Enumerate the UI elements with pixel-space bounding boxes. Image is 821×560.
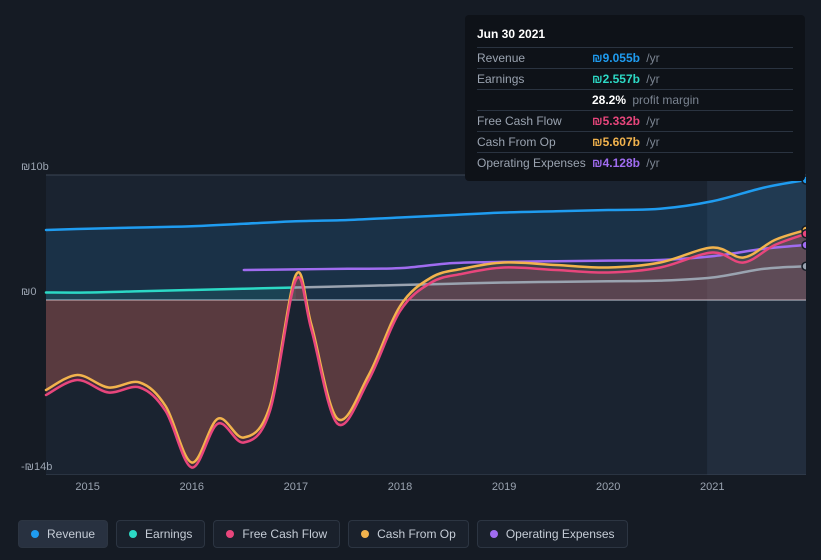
legend-label: Earnings [145,527,192,541]
legend-dot-icon [31,530,39,538]
legend-dot-icon [226,530,234,538]
legend-item[interactable]: Operating Expenses [477,520,628,548]
tooltip-value: ₪5.607b /yr [592,135,660,149]
chart-svg [16,155,806,475]
tooltip-row: 28.2% profit margin [477,90,793,111]
legend-label: Operating Expenses [506,527,615,541]
tooltip-row: Revenue₪9.055b /yr [477,48,793,69]
tooltip-date: Jun 30 2021 [477,23,793,48]
tooltip-row: Free Cash Flow₪5.332b /yr [477,111,793,132]
tooltip-value: 28.2% profit margin [592,93,699,107]
legend-dot-icon [129,530,137,538]
y-axis-label: ₪0 [21,286,36,298]
tooltip-label: Free Cash Flow [477,114,592,128]
legend-item[interactable]: Free Cash Flow [213,520,340,548]
legend-item[interactable]: Revenue [18,520,108,548]
x-axis-label: 2021 [700,481,724,493]
legend-dot-icon [490,530,498,538]
legend-label: Free Cash Flow [242,527,327,541]
tooltip-value: ₪9.055b /yr [592,51,660,65]
x-axis-label: 2016 [180,481,204,493]
x-axis-label: 2017 [284,481,308,493]
financial-chart: ₪10b ₪0 -₪14b [16,155,806,475]
tooltip-label: Revenue [477,51,592,65]
tooltip-row: Earnings₪2.557b /yr [477,69,793,90]
y-axis-label: -₪14b [21,461,52,473]
tooltip-label: Cash From Op [477,135,592,149]
x-axis-label: 2015 [75,481,99,493]
legend-label: Cash From Op [377,527,456,541]
tooltip-row: Cash From Op₪5.607b /yr [477,132,793,153]
chart-legend: Revenue Earnings Free Cash Flow Cash From O… [18,520,628,548]
legend-item[interactable]: Earnings [116,520,205,548]
legend-label: Revenue [47,527,95,541]
tooltip-value: ₪5.332b /yr [592,114,660,128]
x-axis-label: 2020 [596,481,620,493]
tooltip-label: Earnings [477,72,592,86]
chart-tooltip: Jun 30 2021 Revenue₪9.055b /yrEarnings₪2… [465,15,805,181]
tooltip-row: Operating Expenses₪4.128b /yr [477,153,793,173]
y-axis-label: ₪10b [21,161,49,173]
legend-dot-icon [361,530,369,538]
legend-item[interactable]: Cash From Op [348,520,469,548]
tooltip-value: ₪2.557b /yr [592,72,660,86]
tooltip-label: Operating Expenses [477,156,592,170]
tooltip-label [477,93,592,107]
tooltip-value: ₪4.128b /yr [592,156,660,170]
x-axis-label: 2018 [388,481,412,493]
x-axis-label: 2019 [492,481,516,493]
